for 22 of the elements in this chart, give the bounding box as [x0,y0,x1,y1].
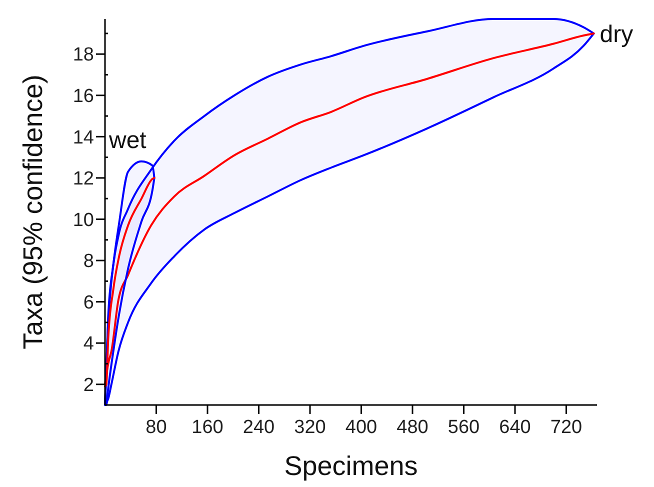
x-axis-title: Specimens [284,451,418,481]
annotation: wet [108,126,147,154]
y-tick-label: 6 [83,292,94,314]
y-tick-label: 18 [72,44,94,66]
x-tick-label: 560 [448,417,480,438]
x-tick-label: 640 [499,417,531,438]
x-tick-label: 80 [146,417,167,438]
y-tick-label: 8 [83,251,94,272]
x-tick-label: 320 [294,417,326,438]
y-tick-label: 14 [72,127,94,148]
y-tick-label: 2 [83,375,94,396]
x-tick-label: 240 [242,417,275,438]
text: dry [600,20,634,48]
y-tick-label: 10 [72,210,94,231]
x-tick-label: 400 [345,417,378,438]
y-tick-label: 12 [72,168,94,190]
y-tick-label: 16 [72,86,94,108]
x-tick-label: 160 [192,417,224,438]
x-tick-label: 480 [396,417,428,438]
y-axis-title: Taxa (95% confidence) [18,74,48,350]
y-tick-label: 4 [83,334,94,355]
x-tick-label: 720 [550,417,582,438]
